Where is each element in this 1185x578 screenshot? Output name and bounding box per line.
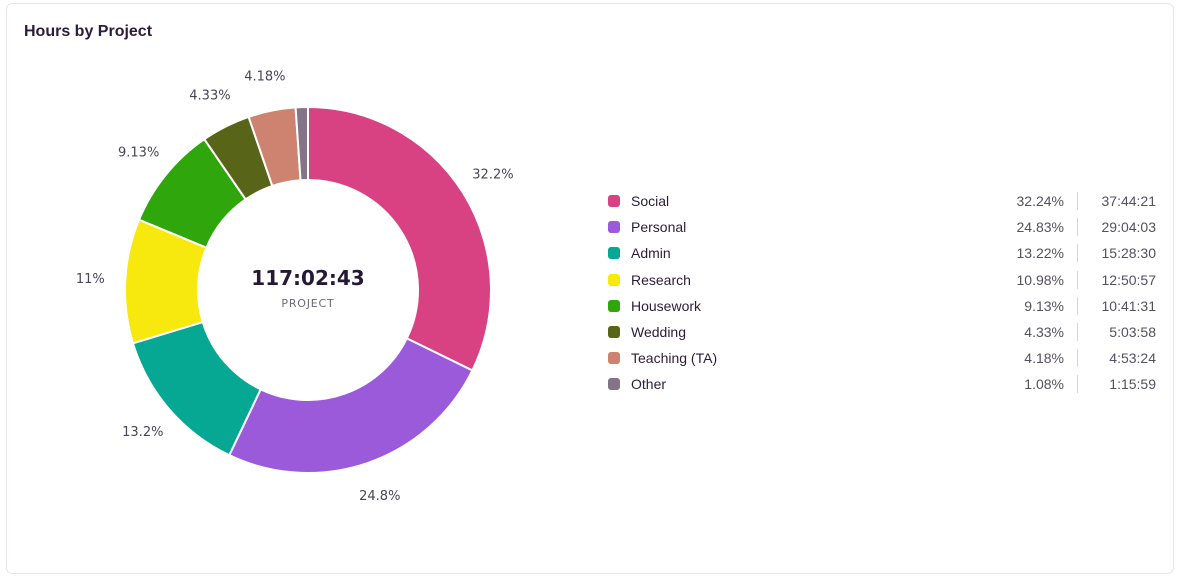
legend-name: Wedding [631, 324, 687, 341]
legend-name: Social [631, 193, 670, 210]
slice-other[interactable] [294, 106, 309, 182]
legend-item[interactable]: Other 1.08% 1:15:59 [601, 371, 1156, 397]
legend-item[interactable]: Teaching (TA) 4.18% 4:53:24 [601, 345, 1156, 371]
slice-label: 13.2% [122, 425, 163, 440]
slice-label: 9.13% [118, 146, 159, 161]
legend-name: Other [631, 376, 667, 393]
legend-divider [1077, 323, 1078, 342]
slice-label: 4.33% [189, 88, 230, 103]
legend-swatch [608, 221, 620, 234]
card-title: Hours by Project [24, 23, 153, 40]
legend-divider [1077, 270, 1078, 289]
legend-divider [1077, 375, 1078, 394]
legend-duration: 29:04:03 [1101, 219, 1157, 236]
legend-item[interactable]: Social 32.24% 37:44:21 [601, 188, 1156, 214]
legend-divider [1077, 218, 1078, 237]
slice-label: 32.2% [472, 168, 513, 183]
legend-percentage: 4.18% [1024, 350, 1064, 367]
legend-item[interactable]: Admin 13.22% 15:28:30 [601, 240, 1156, 266]
center-total-time: 117:02:43 [251, 266, 364, 290]
slice-label: 4.18% [244, 69, 285, 84]
legend-duration: 1:15:59 [1109, 376, 1156, 393]
donut-slice-labels: 32.2% 24.8% 13.2% 11% 9.13% 4.33% 4.18% [76, 69, 514, 504]
legend-item[interactable]: Personal 24.83% 29:04:03 [601, 214, 1156, 240]
legend-swatch [608, 299, 620, 312]
legend-percentage: 9.13% [1024, 297, 1064, 314]
center-label: PROJECT [281, 297, 334, 310]
slice-label: 24.8% [359, 489, 400, 504]
legend-name: Personal [631, 219, 687, 236]
legend-swatch [608, 352, 620, 365]
hours-by-project-card: Hours by Project 32.2% 24.8% 13.2% 11% 9.13%… [6, 3, 1174, 574]
legend-duration: 5:03:58 [1109, 324, 1156, 341]
legend-duration: 15:28:30 [1101, 245, 1157, 262]
legend-swatch [608, 378, 620, 391]
legend-divider [1077, 192, 1078, 211]
legend-name: Teaching (TA) [631, 350, 718, 367]
legend-duration: 10:41:31 [1101, 297, 1157, 314]
legend-swatch [608, 326, 620, 339]
legend-item[interactable]: Research 10.98% 12:50:57 [601, 267, 1156, 293]
legend-percentage: 4.33% [1024, 324, 1064, 341]
slice-social[interactable] [307, 106, 492, 372]
legend-item[interactable]: Wedding 4.33% 5:03:58 [601, 319, 1156, 345]
legend-name: Admin [631, 245, 671, 262]
legend-name: Research [631, 271, 691, 288]
legend-item[interactable]: Housework 9.13% 10:41:31 [601, 293, 1156, 319]
donut-chart: 32.2% 24.8% 13.2% 11% 9.13% 4.33% 4.18% 117:02… [76, 69, 514, 504]
legend-divider [1077, 296, 1078, 315]
legend-duration: 4:53:24 [1109, 350, 1156, 367]
donut-slices [124, 106, 492, 474]
legend-percentage: 1.08% [1024, 376, 1064, 393]
legend-swatch [608, 247, 620, 260]
legend-percentage: 13.22% [1016, 245, 1064, 262]
legend-percentage: 32.24% [1016, 193, 1064, 210]
legend: Social 32.24% 37:44:21 Personal 24.83% 29:04:… [601, 188, 1156, 398]
legend-divider [1077, 349, 1078, 368]
legend-duration: 37:44:21 [1101, 193, 1157, 210]
legend-divider [1077, 244, 1078, 263]
legend-name: Housework [631, 297, 702, 314]
slice-personal[interactable] [228, 337, 474, 474]
legend-swatch [608, 273, 620, 286]
legend-duration: 12:50:57 [1101, 271, 1157, 288]
legend-percentage: 24.83% [1016, 219, 1064, 236]
slice-label: 11% [76, 272, 105, 287]
legend-swatch [608, 195, 620, 208]
legend-percentage: 10.98% [1016, 271, 1064, 288]
